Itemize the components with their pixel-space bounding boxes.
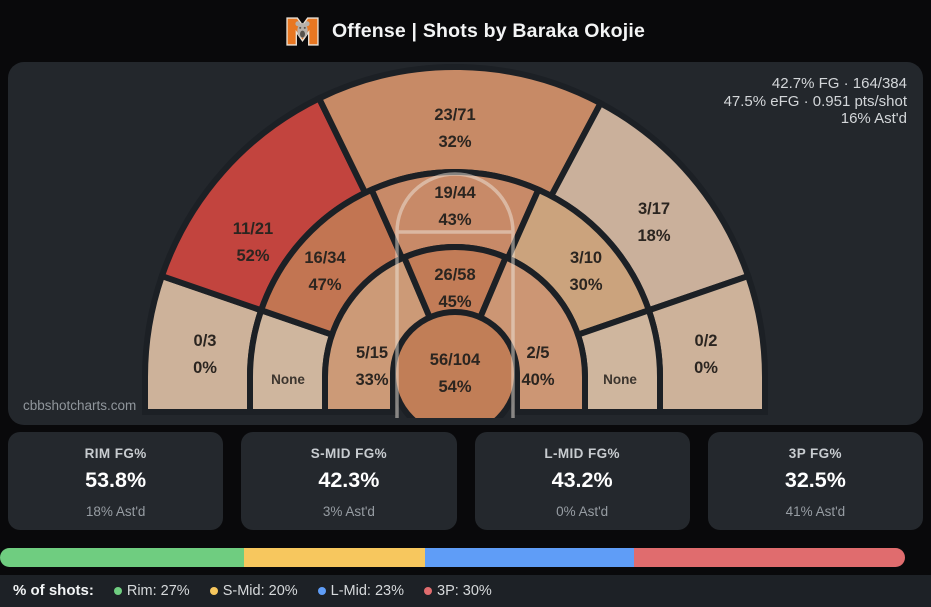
summary-line-astd: 16% Ast'd bbox=[840, 110, 907, 127]
stat-card-value: 43.2% bbox=[551, 468, 613, 492]
stat-card-value: 53.8% bbox=[85, 468, 147, 492]
shot-distribution-legend: % of shots: Rim: 27% S-Mid: 20% L-Mid: 23%… bbox=[0, 575, 931, 607]
stat-card-sub: 3% Ast'd bbox=[322, 504, 375, 519]
zone-label-short-mid-left: 5/15 33% bbox=[355, 344, 388, 389]
stat-card-title: L-MID FG% bbox=[544, 446, 620, 461]
zone-label-short-mid-right: 2/5 40% bbox=[521, 344, 554, 389]
zone-label-corner3-left: 0/3 0% bbox=[193, 332, 217, 377]
stat-card-3p: 3P FG% 32.5% 41% Ast'd bbox=[707, 432, 923, 530]
legend-item-rim: Rim: 27% bbox=[113, 583, 190, 599]
bar-segment-rim bbox=[0, 548, 245, 567]
legend-item-3p: 3P: 30% bbox=[424, 583, 492, 599]
mercer-logo-icon bbox=[286, 16, 319, 46]
legend-dot-s-mid bbox=[209, 586, 218, 595]
zone-label-rim: 56/104 54% bbox=[430, 351, 481, 396]
shot-distribution-bar bbox=[0, 548, 905, 567]
stat-card-lmid: L-MID FG% 43.2% 0% Ast'd bbox=[474, 432, 690, 530]
legend-dot-rim bbox=[113, 586, 122, 595]
zone-label-long-mid-top: 19/44 43% bbox=[434, 184, 476, 229]
stat-card-sub: 18% Ast'd bbox=[85, 504, 146, 519]
page-title: Offense | Shots by Baraka Okojie bbox=[331, 19, 646, 42]
court-lines bbox=[395, 172, 515, 418]
summary-line-fg: 42.7% FG · 164/384 bbox=[771, 75, 907, 92]
legend-dot-l-mid bbox=[317, 586, 326, 595]
bar-segment-l-mid bbox=[425, 548, 634, 567]
stat-card-smid: S-MID FG% 42.3% 3% Ast'd bbox=[241, 432, 457, 530]
legend-label: % of shots: bbox=[13, 582, 94, 599]
zone-label-top3: 23/71 32% bbox=[434, 106, 475, 151]
watermark: cbbshotcharts.com bbox=[23, 398, 137, 413]
summary-stats: 42.7% FG · 164/384 47.5% eFG · 0.951 pts… bbox=[724, 75, 907, 128]
stat-card-rim: RIM FG% 53.8% 18% Ast'd bbox=[8, 432, 224, 530]
bar-segment-3p bbox=[633, 548, 905, 567]
zone-label-wing3-left: 11/21 52% bbox=[233, 220, 273, 265]
shot-chart-svg: 0/3 0% 11/21 52% 23/71 32% 3/17 18% 0/2 0% None 16/… bbox=[142, 64, 768, 425]
summary-line-efg: 47.5% eFG · 0.951 pts/shot bbox=[723, 92, 907, 110]
legend-item-l-mid: L-Mid: 23% bbox=[317, 583, 404, 599]
stat-card-value: 42.3% bbox=[318, 468, 380, 492]
legend-dot-3p bbox=[424, 586, 432, 595]
stat-card-sub: 41% Ast'd bbox=[785, 504, 846, 519]
stat-card-title: S-MID FG% bbox=[310, 446, 388, 461]
zone-label-long-mid-right: 3/10 30% bbox=[569, 249, 602, 294]
shot-chart-panel: 0/3 0% 11/21 52% 23/71 32% 3/17 18% 0/2 0% None 16/… bbox=[8, 62, 923, 425]
stat-cards-row: RIM FG% 53.8% 18% Ast'd S-MID FG% 42.3% … bbox=[0, 425, 931, 530]
zone-rim[interactable] bbox=[390, 309, 520, 425]
header: Offense | Shots by Baraka Okojie bbox=[0, 0, 931, 62]
zone-label-corner3-right: 0/2 0% bbox=[694, 332, 718, 377]
zone-label-baseline-mid-right: None bbox=[603, 372, 637, 387]
stat-card-title: RIM FG% bbox=[84, 446, 147, 461]
zone-label-long-mid-left: 16/34 47% bbox=[304, 249, 346, 294]
legend-item-s-mid: S-Mid: 20% bbox=[209, 583, 298, 599]
stat-card-sub: 0% Ast'd bbox=[556, 504, 609, 519]
zone-label-paint: 26/58 45% bbox=[434, 266, 475, 311]
zone-label-baseline-mid-left: None bbox=[271, 372, 305, 387]
zone-label-wing3-right: 3/17 18% bbox=[637, 200, 670, 245]
stat-card-title: 3P FG% bbox=[788, 446, 842, 461]
stat-card-value: 32.5% bbox=[784, 468, 846, 492]
bar-segment-s-mid bbox=[244, 548, 426, 567]
